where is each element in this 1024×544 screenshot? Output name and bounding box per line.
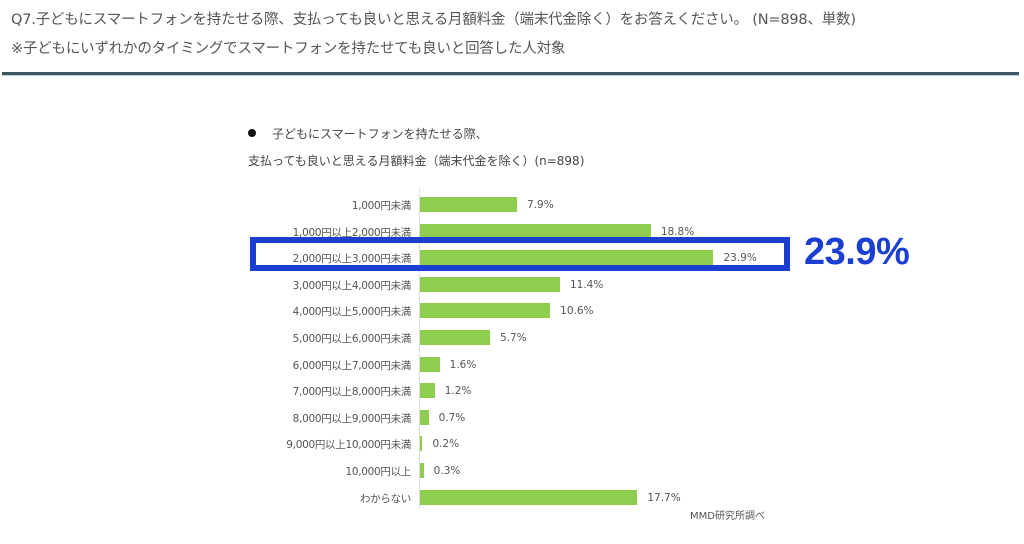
category-label: 5,000円以上6,000円未満 bbox=[292, 333, 412, 345]
category-label: 10,000円以上 bbox=[345, 466, 411, 478]
category-label: 3,000円以上4,000円未満 bbox=[292, 279, 412, 292]
question-note: ※子どもにいずれかのタイミングでスマートフォンを持たせても良いと回答した人対象 bbox=[11, 41, 566, 57]
category-label: 9,000円以上10,000円未満 bbox=[286, 439, 411, 452]
bar bbox=[420, 223, 651, 239]
category-label: わからない bbox=[360, 492, 411, 505]
question-header: Q7.子どもにスマートフォンを持たせる際、支払っても良いと思える月額料金（端末代… bbox=[0, 0, 1024, 80]
bar bbox=[420, 436, 423, 452]
question-title: Q7.子どもにスマートフォンを持たせる際、支払っても良いと思える月額料金（端末代… bbox=[11, 12, 856, 28]
value-label: 10.6% bbox=[560, 305, 594, 318]
value-label: 5.7% bbox=[499, 332, 527, 344]
bar bbox=[420, 356, 440, 372]
category-label: 1,000円以上2,000円未満 bbox=[292, 226, 412, 239]
value-label: 23.9% bbox=[723, 252, 757, 265]
bar-row: 10,000円以上 0.3% bbox=[0, 459, 1024, 485]
bullet-icon bbox=[248, 129, 256, 137]
value-label: 0.3% bbox=[433, 465, 461, 477]
bar bbox=[420, 383, 435, 399]
highlight-box bbox=[250, 237, 790, 271]
header-divider bbox=[2, 72, 1019, 76]
bar-row: 2,000円以上3,000円未満 23.9% bbox=[0, 246, 1024, 272]
value-label: 1.2% bbox=[444, 385, 472, 398]
bar bbox=[420, 330, 490, 345]
bar bbox=[420, 250, 714, 266]
category-label: 6,000円以上7,000円未満 bbox=[292, 359, 412, 372]
value-label: 0.7% bbox=[438, 411, 466, 424]
category-label: 8,000円以上9,000円未満 bbox=[292, 412, 412, 425]
bar-row: 5,000円以上6,000円未満 5.7% bbox=[0, 326, 1024, 352]
bar bbox=[420, 276, 560, 292]
value-label: 0.2% bbox=[432, 438, 460, 451]
value-label: 18.8% bbox=[660, 225, 695, 238]
bar bbox=[420, 197, 517, 212]
bar-row: 8,000円以上9,000円未満 0.7% bbox=[0, 406, 1024, 432]
bar-row: 9,000円以上10,000円未満 0.2% bbox=[0, 432, 1024, 458]
chart-title-line1: 子どもにスマートフォンを持たせる際、 bbox=[248, 125, 488, 142]
bar bbox=[420, 409, 429, 425]
category-label: 2,000円以上3,000円未満 bbox=[292, 253, 412, 266]
highlight-callout: 23.9% bbox=[804, 231, 910, 273]
category-label: 4,000円以上5,000円未満 bbox=[292, 306, 412, 319]
bar-row: 6,000円以上7,000円未満 1.6% bbox=[0, 353, 1024, 379]
bar-row: 7,000円以上8,000円未満 1.2% bbox=[0, 379, 1024, 405]
bar-row: 3,000円以上4,000円未満 11.4% bbox=[0, 273, 1024, 299]
category-axis bbox=[419, 188, 420, 508]
bar bbox=[420, 303, 551, 319]
bar-row: わからない 17.7% bbox=[0, 486, 1024, 512]
source-note: MMD研究所調べ bbox=[690, 511, 765, 522]
bar bbox=[420, 489, 638, 505]
value-label: 7.9% bbox=[527, 199, 554, 211]
bar-row: 4,000円以上5,000円未満 10.6% bbox=[0, 299, 1024, 325]
bar bbox=[420, 463, 424, 478]
category-label: 7,000円以上8,000円未満 bbox=[292, 386, 412, 399]
value-label: 11.4% bbox=[569, 278, 604, 291]
value-label: 1.6% bbox=[449, 358, 477, 371]
chart-title-line2: 支払っても良いと思える月額料金（端末代金を除く）(n=898) bbox=[248, 154, 585, 168]
bar-row: 1,000円未満 7.9% bbox=[0, 193, 1024, 219]
value-label: 17.7% bbox=[647, 491, 681, 504]
bar-row: 1,000円以上2,000円未満 18.8% bbox=[0, 220, 1024, 246]
category-label: 1,000円未満 bbox=[351, 200, 411, 212]
